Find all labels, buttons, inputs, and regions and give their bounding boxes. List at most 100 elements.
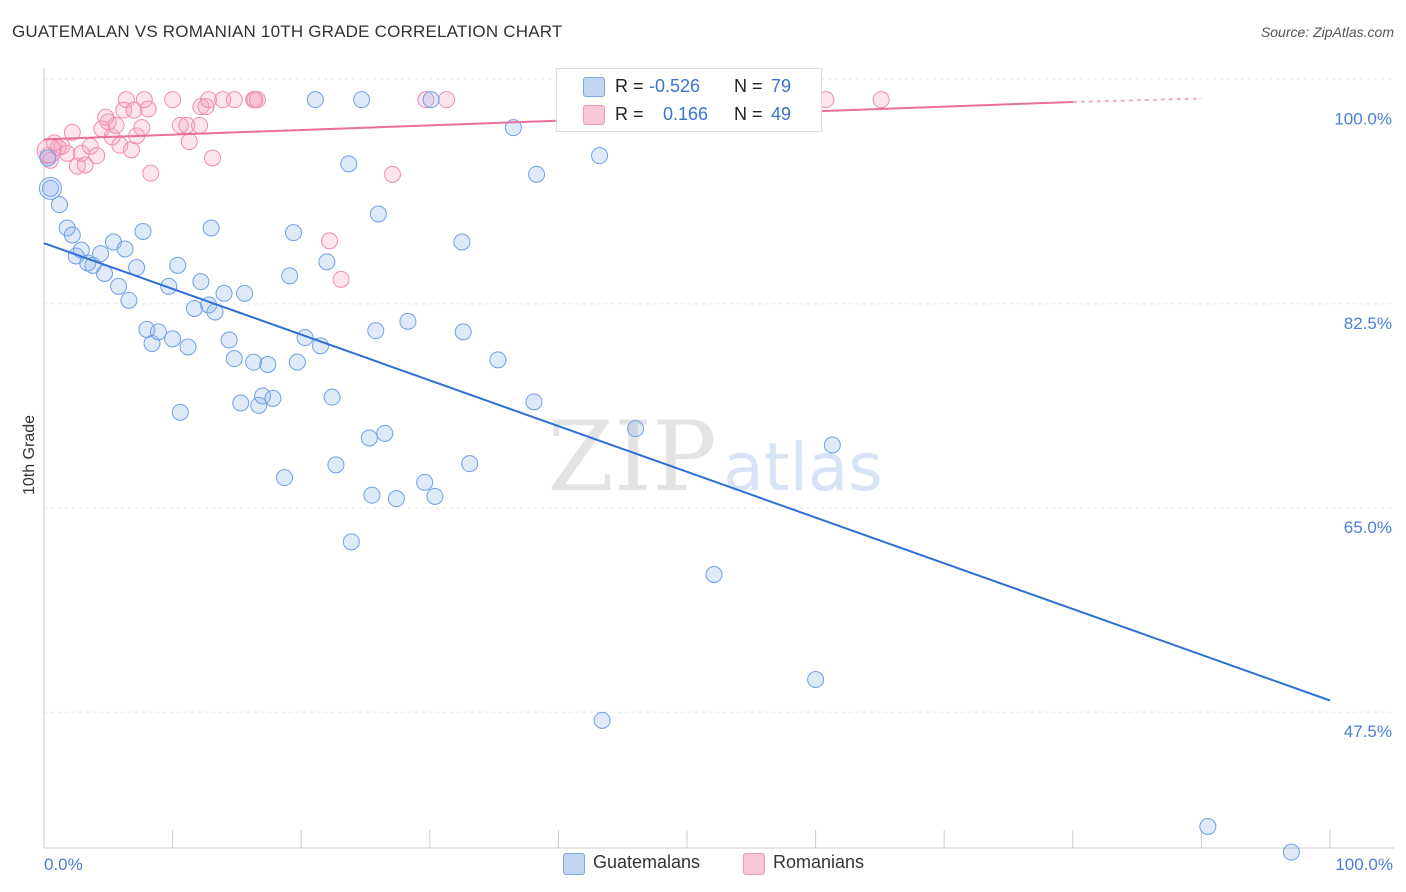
guatemalan-point <box>593 711 611 729</box>
romanian-point <box>438 91 456 109</box>
guatemalan-point <box>215 284 233 302</box>
y-tick-label: 100.0% <box>1334 110 1392 129</box>
romanians-trend-line-extension <box>1072 97 1202 103</box>
romanian-point <box>214 91 232 109</box>
guatemalan-point <box>254 387 272 405</box>
guatemalan-point <box>461 455 479 473</box>
romanian-point <box>133 119 151 137</box>
axes <box>43 68 1394 849</box>
romanian-point <box>248 91 266 109</box>
guatemalan-point <box>705 566 723 583</box>
guatemalan-point <box>275 469 293 487</box>
guatemalan-point <box>353 91 371 109</box>
guatemalan-point <box>164 330 182 348</box>
guatemalan-point <box>50 196 68 214</box>
guatemalan-point <box>454 323 472 341</box>
y-tick-label: 47.5% <box>1344 722 1392 741</box>
guatemalans-swatch <box>583 77 605 97</box>
guatemalan-point <box>807 671 825 688</box>
romanian-point <box>180 133 198 151</box>
romanian-point <box>58 144 76 162</box>
romanian-point <box>417 91 435 109</box>
n-value: 49 <box>771 104 792 124</box>
romanian-point <box>384 165 402 183</box>
romanian-point <box>200 91 218 109</box>
guatemalan-point <box>284 224 302 242</box>
x-tick-label-max: 100.0% <box>1335 855 1393 874</box>
guatemalan-point <box>120 291 138 309</box>
romanian-point <box>203 149 221 167</box>
guatemalan-point <box>363 486 381 504</box>
guatemalan-point <box>528 165 546 183</box>
watermark-zip: ZIP <box>547 401 716 513</box>
guatemalan-point <box>41 179 59 197</box>
guatemalan-point <box>360 429 378 447</box>
guatemalan-point <box>116 240 134 258</box>
guatemalan-point <box>225 350 243 368</box>
guatemalan-point <box>134 223 152 240</box>
romanian-point <box>125 101 143 119</box>
guatemalan-point <box>95 265 113 282</box>
y-tick-label: 65.0% <box>1344 518 1392 537</box>
guatemalan-point <box>171 403 189 421</box>
guatemalan-point <box>399 312 417 330</box>
guatemalan-point <box>63 226 81 244</box>
romanians-legend-swatch <box>743 853 765 875</box>
guatemalan-point <box>236 284 254 302</box>
guatemalan-point <box>179 338 197 356</box>
romanian-point <box>107 116 125 134</box>
guatemalan-point <box>92 245 110 263</box>
x-tick-label-min: 0.0% <box>44 855 83 874</box>
n-label: N = <box>734 76 763 96</box>
romanian-point <box>320 232 338 250</box>
romanian-point <box>225 91 243 109</box>
guatemalan-point-large <box>38 176 62 200</box>
romanian-point <box>135 91 153 109</box>
guatemalan-point <box>369 205 387 223</box>
guatemalan-point <box>327 456 345 474</box>
romanian-point <box>171 116 189 134</box>
romanian-point <box>115 101 133 119</box>
romanian-point <box>197 98 215 116</box>
guatemalans-legend-label: Guatemalans <box>593 852 701 872</box>
guatemalan-point <box>318 253 336 271</box>
guatemalan-point <box>192 273 210 291</box>
y-tick-label: 82.5% <box>1344 314 1392 333</box>
watermark-atlas: atlas <box>723 429 883 506</box>
guatemalan-point <box>367 322 385 340</box>
source-note: Source: ZipAtlas.com <box>1260 24 1394 40</box>
guatemalan-point <box>342 533 360 551</box>
guatemalan-point <box>288 353 306 371</box>
romanian-point <box>142 164 160 182</box>
guatemalan-point <box>259 356 277 373</box>
romanian-point <box>63 123 81 141</box>
guatemalan-point <box>185 300 203 317</box>
guatemalan-point <box>169 256 187 274</box>
guatemalan-point <box>591 147 609 165</box>
guatemalan-point <box>504 119 522 137</box>
guatemalan-point <box>306 91 324 109</box>
guatemalan-point <box>202 219 220 237</box>
guatemalan-point <box>160 277 178 295</box>
guatemalan-point <box>110 277 128 295</box>
r-value: 0.166 <box>663 104 709 124</box>
guatemalan-point <box>232 394 250 412</box>
romanians-points <box>36 91 890 288</box>
r-label: R = <box>615 104 644 124</box>
guatemalan-point <box>627 420 645 438</box>
romanians-swatch <box>583 105 605 125</box>
watermark: ZIP atlas <box>547 401 882 513</box>
guatemalan-point <box>387 490 405 508</box>
guatemalan-point <box>453 233 471 251</box>
guatemalans-legend-swatch <box>563 853 585 875</box>
guatemalan-point <box>264 389 282 407</box>
gridlines <box>44 78 1394 713</box>
guatemalan-point <box>311 337 329 355</box>
guatemalan-point <box>416 473 434 491</box>
romanian-point <box>191 116 209 134</box>
guatemalan-point <box>220 331 238 349</box>
guatemalan-point <box>823 436 841 454</box>
guatemalan-point <box>525 393 543 411</box>
guatemalan-point <box>426 487 444 505</box>
guatemalan-point <box>340 155 358 173</box>
